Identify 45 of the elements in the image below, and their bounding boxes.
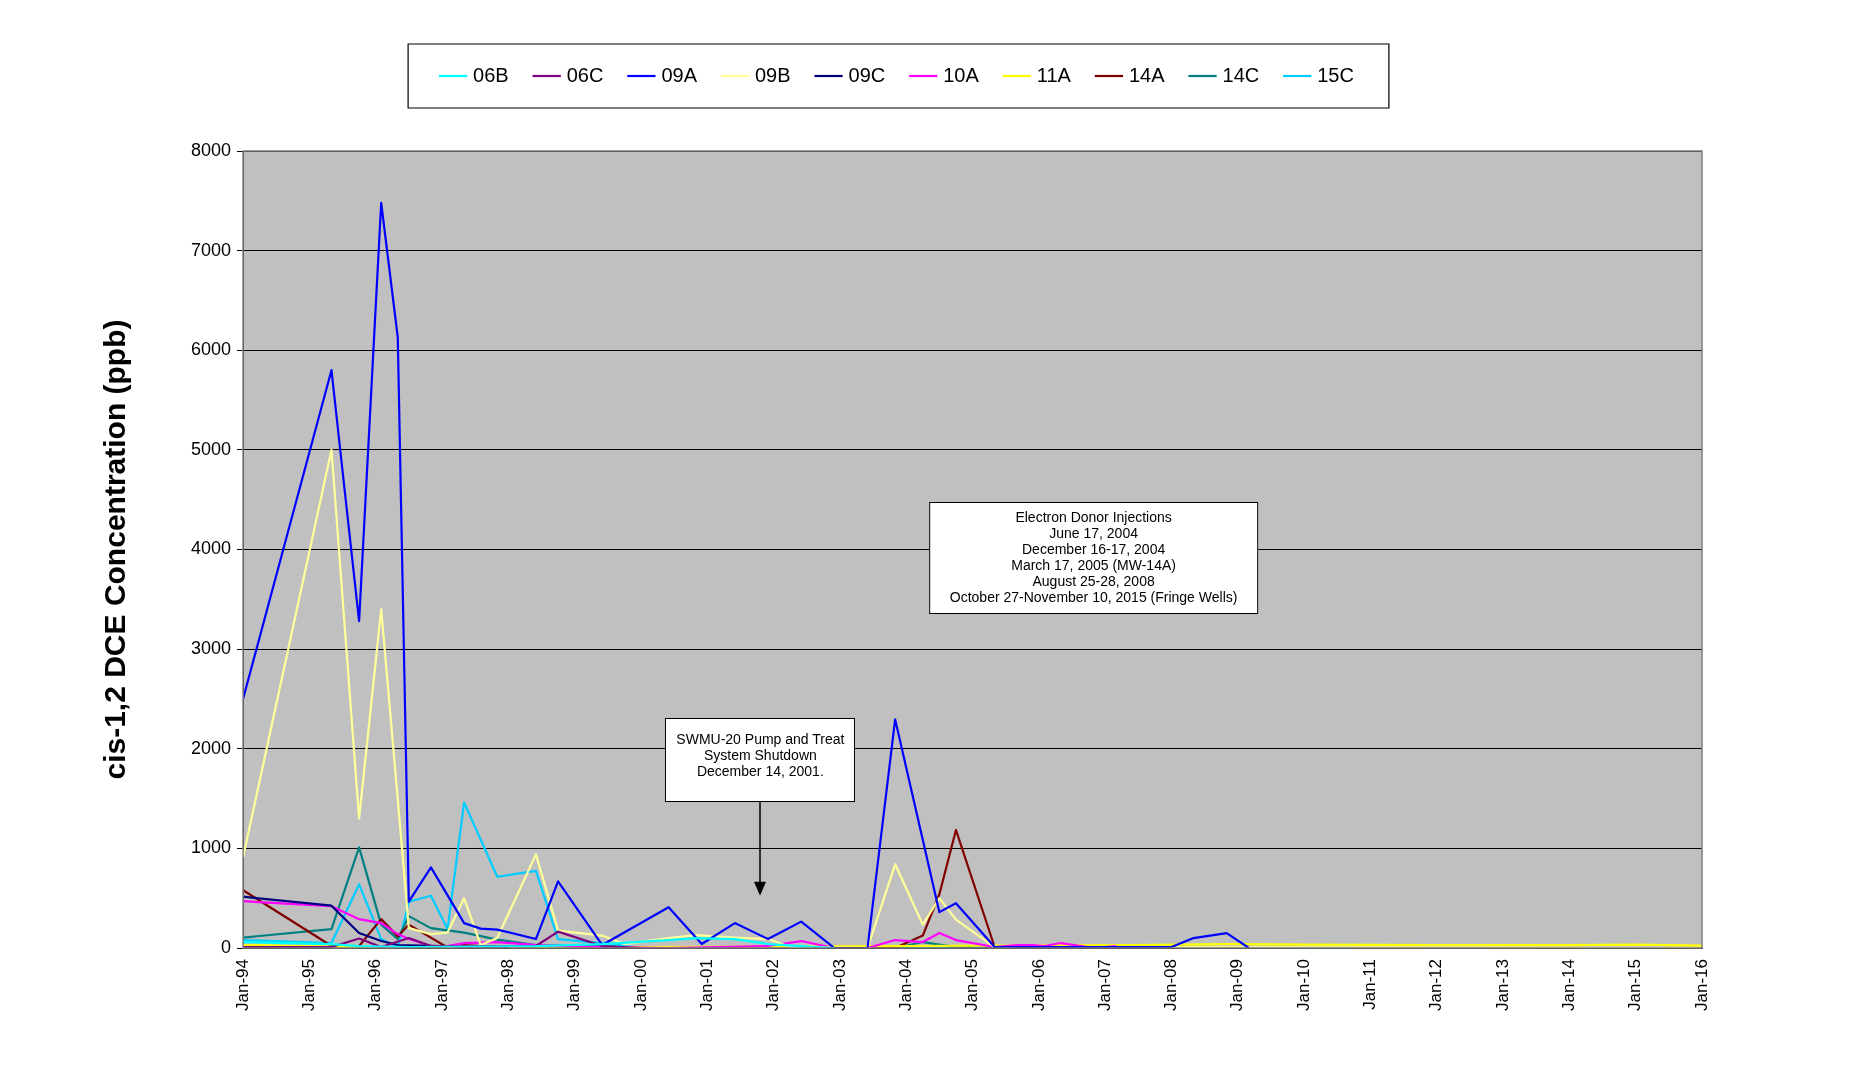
y-tick-label: 1000	[191, 837, 232, 858]
legend-label: 11A	[1036, 63, 1072, 86]
x-tick-label: Jan-96	[365, 959, 385, 1011]
x-tick-label: Jan-16	[1691, 959, 1711, 1011]
x-tick-label: Jan-04	[895, 959, 915, 1011]
legend-label: 06B	[473, 63, 509, 86]
x-tick-label: Jan-00	[630, 959, 650, 1011]
y-tick-label: 5000	[191, 438, 232, 459]
x-tick-label: Jan-06	[1028, 959, 1048, 1011]
x-tick-label: Jan-02	[763, 959, 783, 1011]
y-tick-label: 3000	[191, 638, 232, 659]
legend-label: 09C	[848, 63, 886, 86]
x-tick-label: Jan-94	[232, 959, 252, 1011]
legend-label: 10A	[943, 63, 980, 86]
x-tick-label: Jan-11	[1360, 959, 1380, 1010]
x-tick-label: Jan-08	[1161, 959, 1181, 1011]
y-tick-label: 7000	[191, 239, 232, 260]
x-tick-label: Jan-10	[1293, 959, 1313, 1011]
x-tick-label: Jan-99	[564, 959, 584, 1011]
x-tick-label: Jan-15	[1625, 959, 1645, 1011]
x-tick-label: Jan-01	[696, 959, 716, 1011]
legend-label: 09A	[661, 63, 698, 86]
y-tick-label: 2000	[191, 737, 232, 758]
callout-box: SWMU-20 Pump and Treat System Shutdown December 14, 2001.	[665, 717, 856, 802]
x-tick-label: Jan-05	[962, 959, 982, 1011]
y-axis-title: cis-1,2 DCE Concentration (ppb)	[98, 319, 132, 780]
x-tick-label: Jan-14	[1559, 959, 1579, 1011]
y-tick-label: 0	[221, 936, 232, 957]
x-tick-label: Jan-12	[1426, 959, 1446, 1011]
x-tick-label: Jan-98	[498, 959, 517, 1011]
callout-box: Electron Donor Injections June 17, 2004 December 16-17, 2004 March 17, 2005 (MW-14A) August 25-28, 2008 October 27-November 10, 2015 (Fringe Wells)	[928, 501, 1259, 614]
legend-label: 14C	[1222, 63, 1260, 86]
y-tick-label: 4000	[191, 538, 232, 559]
x-tick-label: Jan-97	[431, 959, 451, 1011]
y-tick-label: 6000	[191, 339, 232, 360]
x-tick-label: Jan-13	[1492, 959, 1512, 1011]
legend-label: 09B	[754, 63, 791, 86]
legend-label: 15C	[1317, 63, 1354, 86]
legend-label: 14A	[1128, 63, 1166, 86]
x-tick-label: Jan-03	[829, 959, 849, 1011]
y-tick-label: 8000	[191, 139, 232, 160]
x-tick-label: Jan-95	[299, 959, 319, 1011]
x-tick-label: Jan-09	[1227, 959, 1247, 1011]
legend-label: 06C	[566, 63, 604, 86]
x-tick-label: Jan-07	[1094, 959, 1114, 1011]
